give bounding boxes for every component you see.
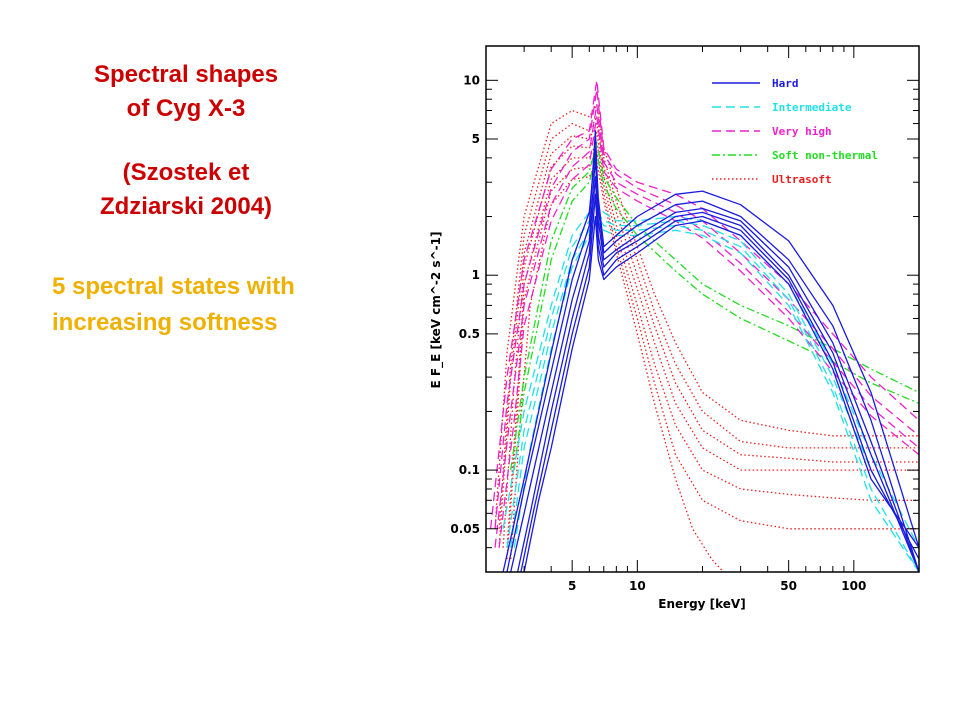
series-line-hard-6 bbox=[523, 215, 919, 572]
legend-label-hard: Hard bbox=[772, 77, 799, 90]
axis-tick-labels: 5 10 50 100 0.05 0.1 0.5 1 5 10 bbox=[450, 73, 866, 593]
y-tick-label: 0.05 bbox=[450, 522, 480, 536]
y-tick-label: 5 bbox=[472, 132, 480, 146]
x-axis-label: Energy [keV] bbox=[658, 597, 745, 611]
series-line-hard-5 bbox=[520, 193, 919, 572]
subtitle-line-1: 5 spectral states with bbox=[52, 273, 295, 300]
legend-label-soft-non-thermal: Soft non-thermal bbox=[772, 149, 878, 162]
series-line-hard-3 bbox=[510, 157, 919, 572]
y-axis-label: E F_E [keV cm^-2 s^-1] bbox=[429, 232, 444, 389]
y-tick-label: 0.5 bbox=[459, 327, 480, 341]
slide-title-line-2: of Cyg X-3 bbox=[126, 95, 246, 122]
series-line-ultrasoft-3 bbox=[498, 122, 919, 548]
series-line-soft-non-thermal-1 bbox=[510, 141, 919, 471]
legend-label-ultrasoft: Ultrasoft bbox=[772, 173, 832, 186]
series-line-ultrasoft-7 bbox=[510, 161, 724, 572]
series-line-hard-4 bbox=[516, 176, 919, 572]
series-line-very-high-4 bbox=[498, 116, 919, 548]
chart-legend: Hard Intermediate Very high Soft non-therma… bbox=[712, 77, 878, 186]
citation-line-1: (Szostek et bbox=[122, 159, 250, 186]
y-tick-label: 10 bbox=[463, 73, 480, 87]
x-tick-label: 5 bbox=[568, 579, 576, 593]
series-line-very-high-1 bbox=[489, 79, 919, 529]
series-line-very-high-3 bbox=[494, 104, 919, 548]
series-line-ultrasoft-5 bbox=[506, 141, 919, 548]
slide-title-line-1: Spectral shapes bbox=[93, 61, 279, 88]
x-tick-label: 50 bbox=[780, 579, 797, 593]
series-line-hard-1 bbox=[502, 147, 919, 572]
series-line-intermediate-3 bbox=[510, 215, 919, 572]
legend-label-intermediate: Intermediate bbox=[772, 101, 852, 114]
citation-line-2: Zdziarski 2004) bbox=[99, 193, 273, 220]
x-tick-label: 100 bbox=[841, 579, 866, 593]
series-line-intermediate-4 bbox=[513, 220, 919, 572]
series-line-hard-2 bbox=[506, 130, 919, 572]
series-line-intermediate-1 bbox=[502, 204, 919, 548]
axis-ticks bbox=[485, 46, 920, 573]
series-line-ultrasoft-1 bbox=[494, 104, 919, 529]
legend-label-very-high: Very high bbox=[772, 125, 832, 138]
y-tick-label: 0.1 bbox=[459, 463, 480, 477]
y-tick-label: 1 bbox=[472, 268, 480, 282]
subtitle-line-2: increasing softness bbox=[52, 309, 278, 336]
series-line-very-high-2 bbox=[494, 88, 919, 529]
spectra-curves bbox=[489, 79, 919, 572]
x-tick-label: 10 bbox=[629, 579, 646, 593]
series-line-ultrasoft-6 bbox=[506, 151, 919, 560]
series-line-soft-non-thermal-2 bbox=[513, 153, 919, 471]
